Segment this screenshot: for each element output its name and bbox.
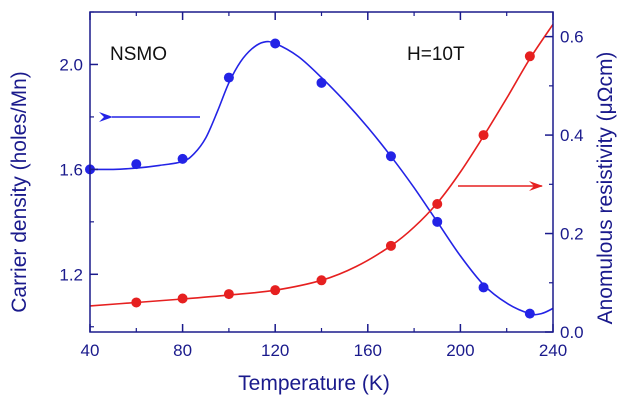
series-1-point: [223, 72, 234, 83]
series-2-point: [385, 240, 396, 251]
series-1-point: [270, 38, 281, 49]
x-tick-label: 120: [261, 341, 289, 360]
x-tick-label: 160: [354, 341, 382, 360]
plot-area: [85, 23, 554, 319]
series-1-point: [177, 153, 188, 164]
y-left-tick-label: 2.0: [59, 55, 83, 74]
x-tick-label: 200: [446, 341, 474, 360]
annotation-field: H=10T: [407, 44, 465, 65]
y-right-tick-label: 0.2: [560, 225, 584, 244]
series-1-point: [432, 216, 443, 227]
series-1-point: [316, 77, 327, 88]
y-right-tick-label: 0.4: [560, 126, 584, 145]
series-2-point: [131, 297, 142, 308]
series-2-point: [177, 293, 188, 304]
series-2-point: [432, 199, 443, 209]
x-tick-label: 40: [81, 341, 100, 360]
series-2-point: [223, 289, 234, 300]
y-right-tick-label: 0.0: [560, 323, 584, 342]
series-2-point: [478, 130, 489, 141]
y-right-tick-label: 0.6: [560, 28, 584, 47]
series-1-point: [524, 308, 535, 319]
y-left-tick-label: 1.6: [59, 160, 83, 179]
annotation-sample: NSMO: [110, 44, 167, 65]
series-2-point: [316, 275, 327, 286]
axes: 40 80 120 160 200 240 1.2 1.6 2.0 0.0 0.2 0.4 0.6: [59, 11, 584, 360]
series-1-point: [131, 159, 142, 170]
series-2-point: [524, 51, 535, 62]
series-2-point: [270, 285, 281, 296]
series-1-point: [385, 151, 396, 162]
y-axis-left-title: Carrier density (holes/Mn): [8, 71, 31, 313]
x-tick-label: 240: [539, 341, 567, 360]
x-axis-title: Temperature (K): [238, 372, 390, 395]
series-1-point: [478, 282, 489, 293]
x-tick-label: 80: [173, 341, 192, 360]
y-axis-right-title: Anomulous resistivity (μΩcm): [594, 52, 617, 325]
y-left-tick-label: 1.2: [59, 265, 83, 284]
